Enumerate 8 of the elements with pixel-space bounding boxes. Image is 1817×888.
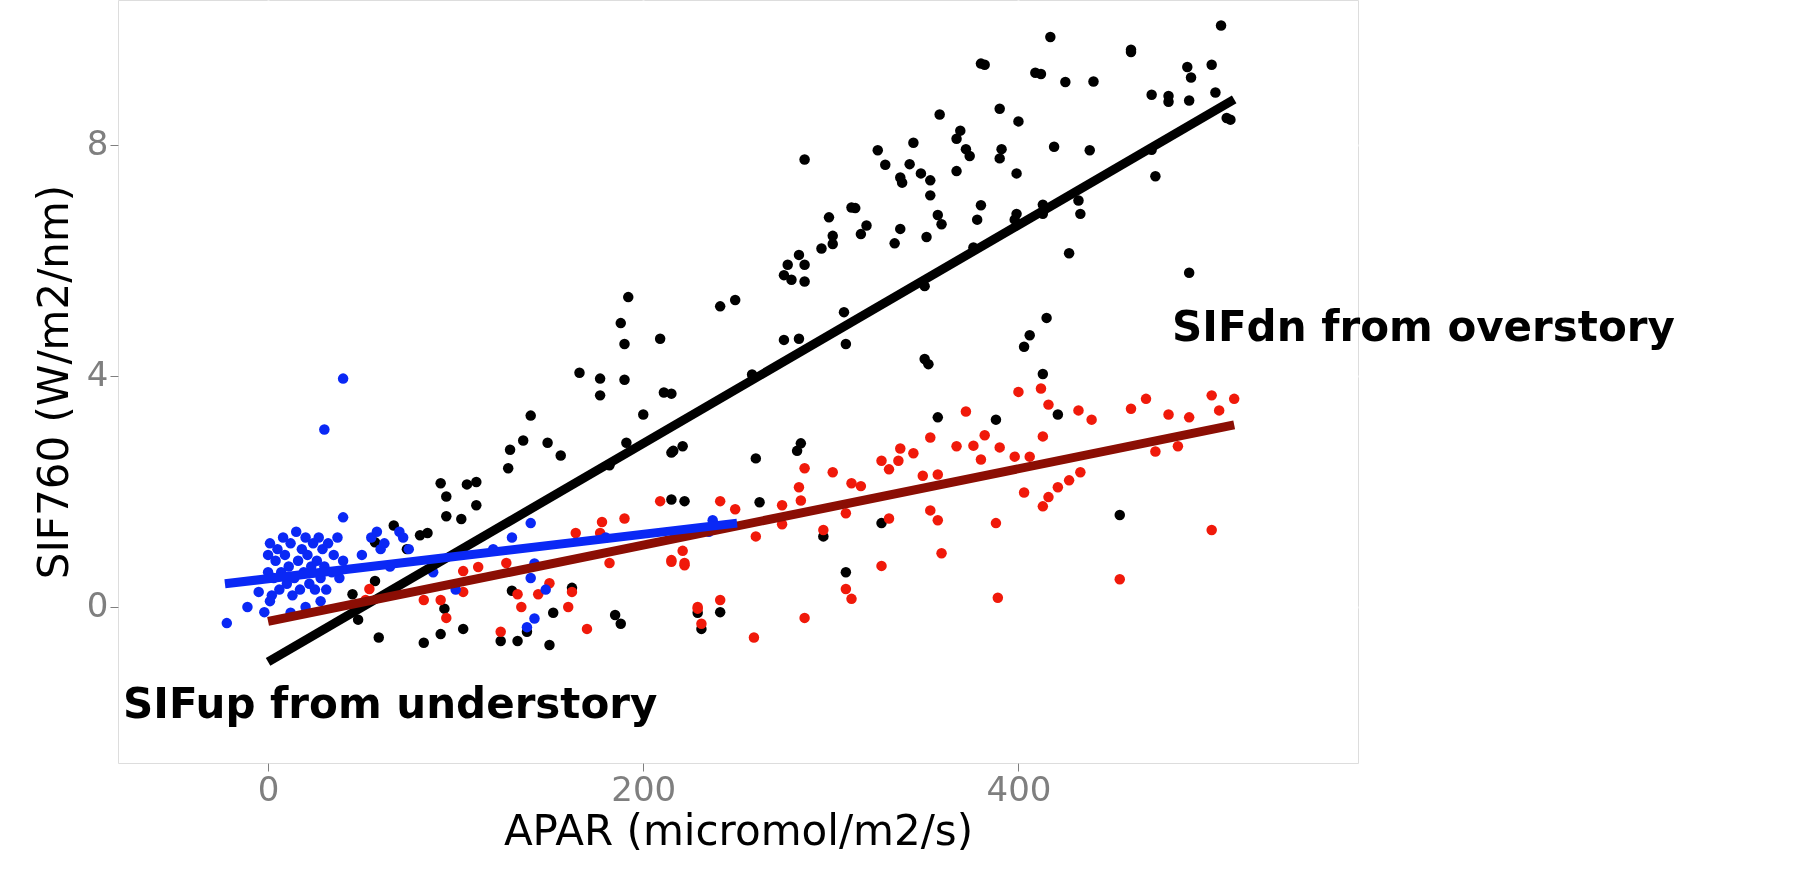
y-tick-label: 4: [86, 354, 109, 395]
x-tick-label: 0: [257, 768, 280, 809]
x-tick-label: 400: [986, 768, 1052, 809]
y-tick-label: 0: [86, 585, 109, 626]
series-label: SIFdn from overstory: [1172, 302, 1675, 351]
text: SIFup from understory: [123, 679, 658, 728]
y-axis-title: SIF760 (W/m2/nm): [28, 184, 78, 580]
y-tick-label: 8: [86, 123, 109, 164]
